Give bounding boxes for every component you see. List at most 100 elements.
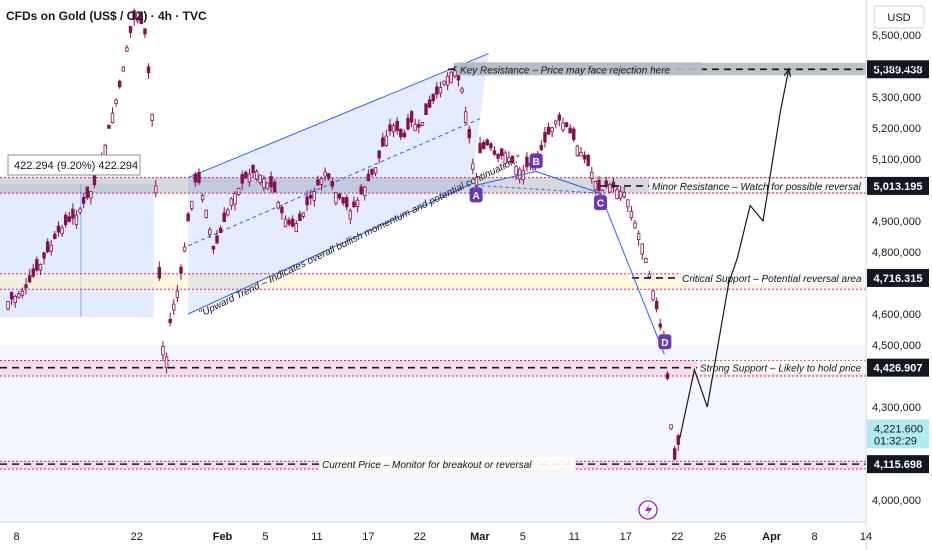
level-text-4: Strong Support – Likely to hold price [700, 364, 862, 375]
level-text-bg-5 [319, 457, 575, 471]
level-tag-bg-2 [867, 176, 929, 195]
pattern-point-b [529, 153, 543, 169]
y-tick-label: 5,200,000 [872, 123, 921, 135]
candle-body [460, 88, 464, 93]
level-text-2: Minor Resistance – Watch for possible re… [652, 182, 862, 193]
candle-body [143, 28, 147, 35]
y-tick-label: 5,300,000 [872, 92, 921, 104]
level-tag-5: 4,115.698 [874, 459, 922, 471]
candle-body [665, 373, 670, 379]
level-tag-bg-4 [867, 358, 929, 377]
current-price-label: 4,221.600 [874, 423, 923, 435]
candle-body [35, 259, 39, 271]
pattern-point-label-c: C [597, 199, 604, 210]
candle-body [269, 176, 273, 188]
candle-body [575, 145, 580, 157]
x-tick-label: 8 [14, 531, 20, 543]
candle-body [611, 181, 616, 188]
candle-body [485, 139, 489, 146]
candle-body [262, 178, 266, 189]
candle-body [78, 208, 82, 213]
candle-body [629, 211, 634, 218]
candle-body [568, 127, 572, 134]
candle-body [391, 125, 396, 133]
pattern-point-a [469, 187, 483, 203]
candle-body [186, 213, 190, 222]
candle-body [474, 177, 479, 187]
candle-body [175, 290, 180, 298]
candle-body [74, 214, 79, 226]
candle-body [45, 241, 50, 253]
candle-body [229, 198, 234, 206]
candle-body [164, 356, 169, 369]
candle-body [316, 179, 320, 186]
lightning-icon[interactable] [638, 500, 658, 520]
level-tag-3: 4,716.315 [874, 273, 923, 285]
candle-body [672, 448, 677, 460]
candle-body [236, 187, 241, 195]
candle-body [658, 323, 662, 328]
candle-body [572, 128, 576, 140]
chart-title: CFDs on Gold (US$ / OZ) · 4h · TVC [6, 9, 207, 23]
candle-body [337, 193, 342, 199]
candle-body [445, 75, 450, 86]
candle-body [633, 222, 637, 229]
candle-body [330, 181, 335, 187]
candle-body [420, 122, 425, 126]
measure-label: 422.294 (9.20%) 422.294 [14, 160, 138, 172]
candle-body [590, 171, 594, 179]
currency-button[interactable]: USD [873, 5, 925, 29]
candle-body [150, 113, 154, 121]
candle-body [233, 193, 237, 205]
candle-body [636, 232, 641, 240]
candle-body [319, 178, 324, 185]
candle-body [424, 103, 428, 116]
candle-body [503, 152, 507, 164]
candle-body [67, 216, 71, 222]
pattern-leg [535, 170, 601, 194]
candle-body [550, 127, 554, 133]
y-tick-label: 4,000,000 [872, 495, 921, 507]
pattern-point-label-d: D [661, 338, 668, 349]
level-tag-bg-5 [867, 455, 929, 474]
candle-body [208, 229, 212, 235]
candle-body [593, 180, 598, 191]
candle-body [618, 190, 623, 199]
candle-body [586, 154, 590, 166]
candle-body [9, 291, 14, 300]
candle-body [132, 10, 136, 20]
candle-body [161, 346, 165, 356]
candle-body [42, 252, 46, 259]
candle-body [197, 172, 201, 183]
candle-body [305, 196, 309, 206]
candle-body [81, 196, 86, 204]
candle-body [647, 273, 652, 278]
pattern-leg [599, 192, 665, 355]
candle-body [496, 153, 500, 159]
candle-body [546, 126, 551, 135]
candle-body [172, 303, 176, 311]
candle-body [13, 295, 17, 303]
candle-body [309, 194, 313, 199]
candle-body [413, 124, 417, 132]
pattern-leg [475, 170, 536, 186]
candle-body [298, 213, 302, 222]
measure-tag: 422.294 (9.20%) 422.294 [7, 154, 141, 176]
channel-upper-line [187, 53, 489, 179]
level-text-1: Key Resistance – Price may face rejectio… [460, 65, 671, 76]
candle-body [24, 284, 28, 289]
upward-channel-fill [188, 53, 489, 314]
x-tick-label: 22 [131, 531, 143, 543]
candle-body [366, 173, 371, 182]
candle-body [427, 99, 432, 108]
y-tick-label: 5,400,000 [872, 61, 921, 73]
candle-body [27, 275, 32, 283]
candle-body [114, 99, 118, 104]
candle-body [654, 300, 659, 310]
x-tick-label: 5 [262, 531, 268, 543]
candle-body [60, 227, 64, 234]
candle-body [640, 243, 644, 255]
candle-body [582, 154, 587, 160]
